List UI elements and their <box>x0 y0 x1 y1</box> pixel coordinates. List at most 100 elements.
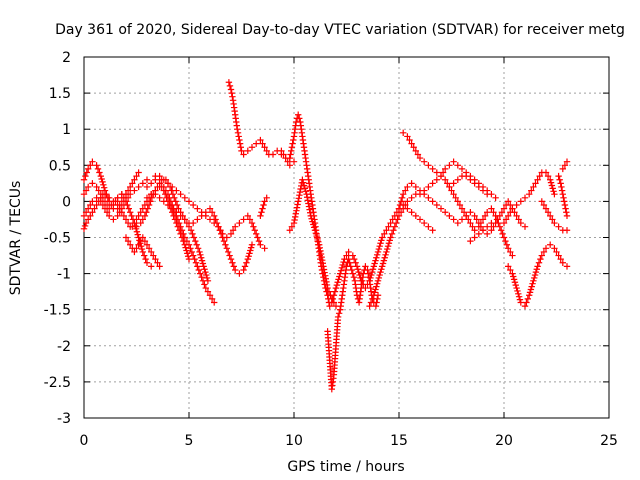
data-point <box>253 140 260 147</box>
data-point <box>324 284 331 292</box>
data-point <box>371 289 378 296</box>
data-point <box>517 219 524 227</box>
data-point <box>496 223 503 230</box>
data-point <box>152 176 159 183</box>
data-point <box>124 219 132 227</box>
data-point <box>507 209 514 216</box>
data-point <box>357 274 364 282</box>
data-point <box>216 227 223 234</box>
data-point <box>114 194 121 201</box>
data-point <box>473 216 480 223</box>
data-point <box>260 201 267 209</box>
data-point <box>385 240 393 247</box>
data-point <box>137 209 144 216</box>
data-point <box>122 216 130 223</box>
data-point <box>484 209 491 216</box>
data-point <box>194 216 201 223</box>
data-point <box>488 227 495 234</box>
data-point <box>557 180 564 187</box>
data-point <box>206 216 214 223</box>
data-point <box>530 183 537 191</box>
data-point <box>120 194 128 201</box>
data-point <box>143 176 151 183</box>
data-point <box>347 263 354 270</box>
data-point <box>433 169 440 176</box>
data-point <box>177 190 184 198</box>
data-point <box>96 169 103 176</box>
data-point <box>240 151 247 158</box>
data-point <box>202 209 209 216</box>
data-point <box>397 198 405 205</box>
data-point <box>248 219 256 227</box>
data-point <box>499 230 506 238</box>
data-point <box>507 248 514 256</box>
data-point <box>225 248 232 256</box>
data-point <box>101 198 109 205</box>
data-point <box>127 209 134 216</box>
data-point <box>259 140 266 147</box>
data-point <box>537 255 544 263</box>
data-point <box>131 187 138 194</box>
data-point <box>535 259 543 266</box>
data-point <box>156 180 163 187</box>
data-point <box>458 216 466 223</box>
data-point <box>255 237 263 245</box>
data-point <box>450 180 457 187</box>
data-point <box>246 216 254 223</box>
data-point <box>400 129 407 137</box>
data-point <box>362 263 369 270</box>
data-point <box>166 201 173 209</box>
data-point <box>444 180 451 187</box>
data-point <box>386 237 393 244</box>
chart-title: Day 361 of 2020, Sidereal Day-to-day VTE… <box>55 22 625 38</box>
data-point <box>397 209 405 216</box>
data-point <box>559 190 566 198</box>
data-point <box>516 296 524 303</box>
data-point <box>332 284 340 292</box>
data-point <box>294 201 301 208</box>
data-point <box>201 266 208 273</box>
data-point <box>375 245 383 253</box>
data-point <box>259 205 266 212</box>
x-axis-label: GPS time / hours <box>287 459 404 475</box>
data-point <box>85 165 92 173</box>
data-point <box>408 140 415 147</box>
data-point <box>156 263 163 270</box>
data-point <box>257 212 264 220</box>
y-tick-label: 0 <box>62 194 71 210</box>
data-point <box>475 183 482 191</box>
y-tick-label: -2.5 <box>44 375 71 391</box>
data-point <box>143 209 150 216</box>
data-point <box>80 212 88 220</box>
data-point <box>240 216 247 223</box>
data-point <box>301 185 309 192</box>
data-point <box>97 172 104 180</box>
data-point <box>425 194 432 201</box>
data-point <box>326 302 333 310</box>
data-point <box>376 271 383 279</box>
data-point <box>135 183 142 191</box>
data-point <box>203 271 210 279</box>
data-point <box>139 248 146 256</box>
data-point <box>433 201 440 209</box>
data-point <box>393 219 400 227</box>
data-point <box>156 172 163 180</box>
data-point <box>87 201 94 209</box>
data-point <box>380 257 388 264</box>
data-point <box>381 230 388 238</box>
data-point <box>236 136 243 144</box>
data-point <box>368 271 375 279</box>
y-tick-label: 2 <box>62 50 71 66</box>
data-point <box>211 299 218 306</box>
data-point <box>310 224 318 231</box>
data-point <box>374 248 382 256</box>
data-point <box>334 313 342 321</box>
data-point <box>251 227 258 234</box>
data-point <box>395 212 403 220</box>
data-point <box>505 198 512 205</box>
data-point <box>366 302 373 310</box>
data-point <box>544 209 552 216</box>
data-point <box>372 286 379 293</box>
data-point <box>488 205 495 212</box>
